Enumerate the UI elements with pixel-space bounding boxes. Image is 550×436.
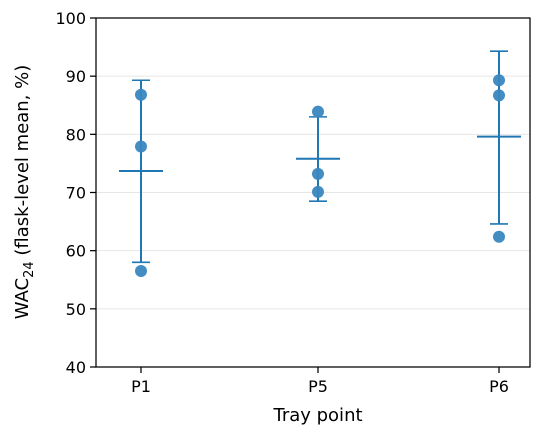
data-point [312,185,324,198]
y-tick-label: 100 [55,9,86,28]
y-tick-label: 50 [66,300,86,319]
error-bars [119,50,521,264]
data-point [135,88,147,101]
data-point [135,140,147,153]
data-point [312,167,324,180]
y-tick-label: 90 [66,67,86,86]
data-point [493,89,505,102]
y-axis-title-suffix: (flask-level mean, %) [12,65,33,262]
y-tick-label: 80 [66,125,86,144]
y-tick-label: 70 [66,184,86,203]
x-tick-label: P6 [489,377,509,396]
data-point [493,74,505,87]
y-axis-title: WAC24 (flask-level mean, %) [12,65,37,320]
y-axis-ticks: 40 50 60 70 80 90 100 [55,9,96,377]
x-axis-title: Tray point [272,405,362,426]
y-axis-title-main: WAC [12,278,33,319]
x-tick-label: P1 [131,377,151,396]
data-point [312,105,324,118]
data-point [493,230,505,243]
x-tick-label: P5 [308,377,328,396]
data-points [135,74,505,278]
data-point [135,265,147,278]
plot-frame [95,17,531,368]
x-axis-ticks: P1 P5 P6 [131,367,509,396]
y-axis-title-subscript: 24 [22,261,37,278]
y-tick-label: 40 [66,358,86,377]
y-tick-label: 60 [66,242,86,261]
